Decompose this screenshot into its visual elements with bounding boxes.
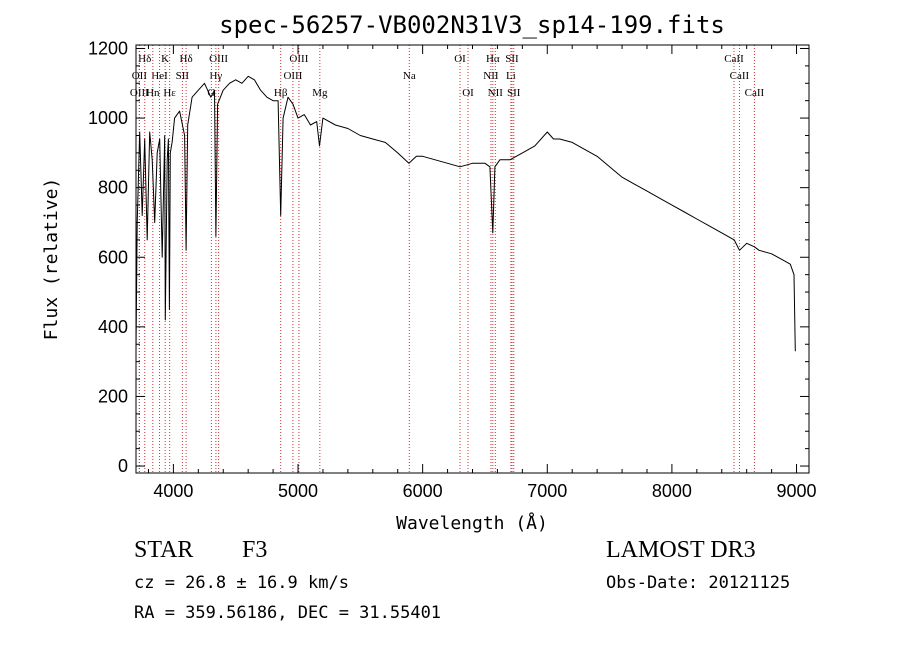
y-tick-label: 200: [98, 386, 128, 406]
line-label: Hε: [163, 87, 176, 99]
line-label: OIII: [283, 70, 302, 82]
line-label: Mg: [312, 87, 328, 99]
line-label: Na: [403, 70, 416, 82]
plot-axes: [135, 44, 810, 474]
line-label: SII: [505, 53, 519, 65]
survey-name: LAMOST DR3: [606, 537, 756, 563]
line-label: Hα: [486, 53, 500, 65]
line-label: OI: [462, 87, 474, 99]
line-label: K: [161, 53, 169, 65]
line-label: Hδ: [180, 53, 193, 65]
observation-date: Obs-Date: 20121125: [606, 573, 791, 593]
line-label: OIII: [130, 87, 149, 99]
line-label: SII: [176, 70, 190, 82]
line-label: CaII: [730, 70, 750, 82]
line-label: Hγ: [209, 70, 222, 82]
x-tick-label: 4000: [153, 481, 193, 501]
line-label: SII: [507, 87, 521, 99]
y-tick-label: 800: [98, 178, 128, 198]
x-tick-label: 7000: [527, 481, 567, 501]
y-tick-label: 600: [98, 247, 128, 267]
y-tick-label: 0: [118, 456, 128, 476]
redshift-velocity: cz = 26.8 ± 16.9 km/s: [134, 573, 349, 593]
line-label: CaII: [724, 53, 744, 65]
spectrum-line: [135, 75, 796, 352]
y-tick-label: 1200: [88, 38, 128, 58]
line-label: Li: [506, 70, 516, 82]
line-label: G: [207, 87, 215, 99]
axis-ticks: 4000 5000 6000 7000 8000 9000 0 200 400 600 800 100…: [88, 38, 817, 501]
line-label: NII: [483, 70, 499, 82]
x-tick-label: 8000: [652, 481, 692, 501]
x-axis-label: Wavelength (Å): [396, 512, 548, 534]
x-tick-label: 5000: [278, 481, 318, 501]
chart-title: spec-56257-VB002N31V3_sp14-199.fits: [219, 11, 725, 39]
object-type: STAR: [134, 537, 194, 563]
line-label: HeI: [151, 70, 168, 82]
y-tick-label: 400: [98, 317, 128, 337]
spectrum-series: [135, 75, 796, 352]
ra-dec-coordinates: RA = 359.56186, DEC = 31.55401: [134, 603, 442, 623]
x-tick-label: 9000: [777, 481, 817, 501]
y-tick-label: 1000: [88, 108, 128, 128]
x-tick-label: 6000: [403, 481, 443, 501]
y-axis-label: Flux (relative): [41, 178, 62, 341]
line-label: CaII: [745, 87, 765, 99]
line-label: OIII: [209, 53, 228, 65]
line-label: Hδ: [138, 53, 151, 65]
line-label: NII: [488, 87, 504, 99]
line-label: OI: [454, 53, 466, 65]
line-label: Hβ: [274, 87, 288, 99]
line-label: OIII: [289, 53, 308, 65]
object-class: F3: [242, 537, 268, 563]
line-label: Hn: [146, 87, 160, 99]
plot-frame: [135, 44, 810, 474]
